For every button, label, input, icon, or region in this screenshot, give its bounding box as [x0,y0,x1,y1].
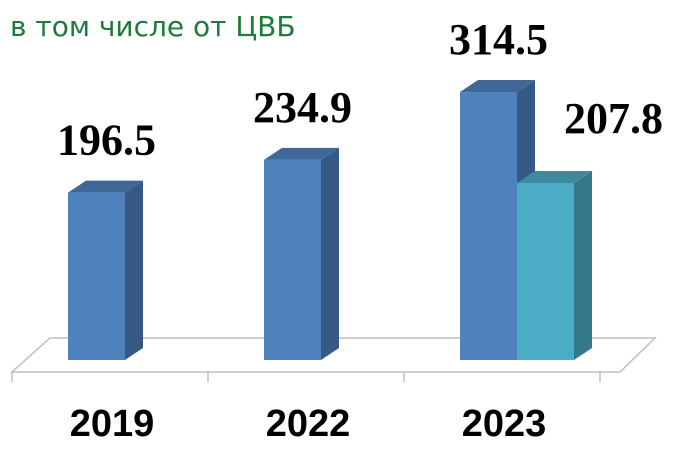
value-label: 234.9 [253,83,352,132]
bar-front [68,192,125,360]
x-tick-label: 2023 [462,403,547,445]
bar-front [264,159,321,360]
bar-top [264,147,339,160]
x-tick-label: 2019 [70,403,155,445]
bar-top [460,80,535,93]
bar [68,180,143,360]
bar [264,147,339,360]
bar-front [460,92,517,361]
bar-side [321,147,339,360]
bar-top [68,180,143,193]
value-label: 314.5 [449,15,548,64]
bar-front [517,182,574,360]
legend-label: в том числе от ЦВБ [10,10,296,43]
bar-top [517,170,592,183]
value-label: 207.8 [564,94,663,143]
bar-side [574,170,592,360]
bar [517,170,592,360]
x-tick-label: 2022 [266,403,351,445]
axis-ticks [11,372,601,382]
bar-side [125,180,143,360]
value-label: 196.5 [57,116,156,165]
